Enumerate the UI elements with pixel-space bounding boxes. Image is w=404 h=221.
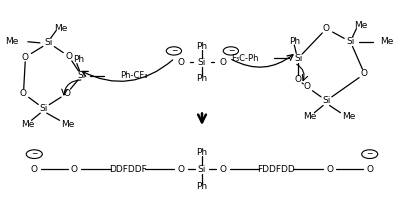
Text: Si: Si — [322, 96, 330, 105]
Text: −: − — [171, 46, 177, 55]
Text: O: O — [220, 165, 227, 174]
Text: −: − — [366, 149, 373, 158]
Text: Me: Me — [303, 112, 316, 121]
Text: Si: Si — [44, 38, 53, 47]
Text: Me: Me — [21, 120, 34, 129]
Text: O: O — [295, 75, 302, 84]
Text: Si: Si — [294, 54, 303, 63]
Text: Ph: Ph — [196, 148, 208, 157]
Text: Ph: Ph — [73, 55, 84, 64]
Text: FDDFDD: FDDFDD — [257, 165, 295, 174]
Text: Si: Si — [346, 37, 355, 46]
Text: O: O — [361, 69, 368, 78]
Text: DDFDDF: DDFDDF — [109, 165, 147, 174]
Text: Si: Si — [198, 58, 206, 67]
Text: O: O — [323, 24, 330, 33]
Text: Me: Me — [61, 120, 74, 129]
Text: Ph: Ph — [196, 182, 208, 191]
Text: Me: Me — [342, 112, 355, 121]
Text: O: O — [71, 165, 78, 174]
Text: Me: Me — [54, 23, 67, 32]
Text: Si: Si — [198, 165, 206, 174]
Text: O: O — [31, 165, 38, 174]
Text: O: O — [65, 52, 72, 61]
Text: O: O — [366, 165, 373, 174]
Text: O: O — [304, 82, 311, 91]
Text: O: O — [177, 58, 184, 67]
Text: Me: Me — [354, 21, 367, 30]
Text: Ph: Ph — [196, 42, 208, 51]
Text: Ph: Ph — [196, 74, 208, 83]
Text: Me: Me — [5, 37, 19, 46]
Text: Ph: Ph — [290, 37, 301, 46]
Text: −: − — [31, 149, 38, 158]
Text: O: O — [20, 89, 27, 98]
Text: Si: Si — [78, 71, 86, 80]
Text: O: O — [177, 165, 184, 174]
Text: F₃C-Ph: F₃C-Ph — [231, 54, 258, 63]
Text: Me: Me — [381, 37, 394, 46]
Text: −: − — [228, 46, 234, 55]
Text: Ph-CF₃: Ph-CF₃ — [120, 71, 147, 80]
Text: Si: Si — [39, 104, 48, 113]
Text: O: O — [326, 165, 333, 174]
Text: O: O — [63, 89, 70, 98]
Text: O: O — [220, 58, 227, 67]
Text: O: O — [22, 53, 29, 61]
